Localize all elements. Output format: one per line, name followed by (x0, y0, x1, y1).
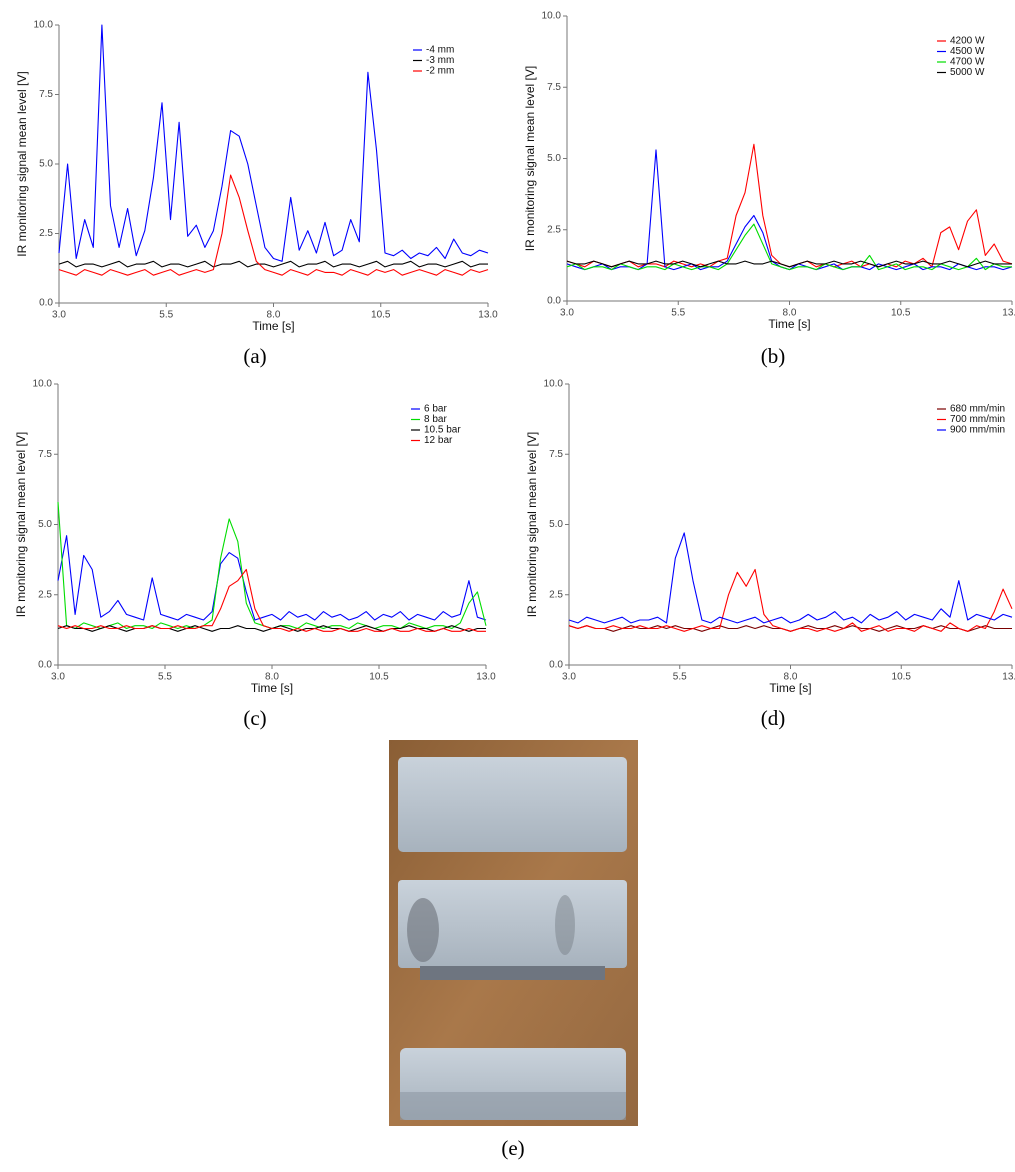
series-line (568, 532, 1013, 624)
legend-label: 680 mm/min (950, 404, 1005, 415)
y-tick-label: 0.0 (38, 660, 52, 671)
series-line (566, 143, 1013, 268)
y-tick-label: 10.0 (544, 379, 564, 390)
caption: (a) (243, 344, 266, 368)
series-line (57, 501, 487, 630)
legend-label: -3 mm (426, 55, 454, 66)
series-line (566, 149, 1013, 271)
x-tick-label: 10.5 (369, 672, 389, 683)
y-tick-label: 10.0 (34, 20, 54, 31)
x-tick-label: 5.5 (671, 308, 685, 319)
legend-label: 900 mm/min (950, 425, 1005, 436)
legend-label: 12 bar (424, 435, 453, 446)
x-tick-label: 3.0 (562, 672, 576, 683)
y-tick-label: 2.5 (38, 589, 52, 600)
y-axis-label: IR monitoring signal mean level [V] (523, 66, 537, 251)
x-tick-label: 13.0 (1002, 308, 1015, 319)
y-tick-label: 5.0 (549, 519, 563, 530)
sample-defect (407, 898, 439, 962)
y-axis-label: IR monitoring signal mean level [V] (14, 432, 28, 617)
sample-bottom-dross (400, 1092, 626, 1120)
legend-label: 6 bar (424, 404, 447, 415)
x-axis-label: Time [s] (768, 317, 810, 331)
y-tick-label: 7.5 (39, 89, 53, 100)
legend-label: 8 bar (424, 414, 447, 425)
caption: (d) (761, 706, 786, 730)
y-tick-label: 2.5 (39, 228, 53, 239)
series-line (568, 568, 1013, 632)
x-tick-label: 13.0 (478, 310, 498, 321)
x-tick-label: 8.0 (784, 672, 798, 683)
sample-top (398, 757, 627, 852)
legend-label: 10.5 bar (424, 425, 461, 436)
x-tick-label: 8.0 (267, 310, 281, 321)
y-tick-label: 10.0 (542, 11, 562, 22)
x-axis-label: Time [s] (769, 681, 811, 695)
y-tick-label: 2.5 (547, 224, 561, 235)
y-axis-label: IR monitoring signal mean level [V] (525, 432, 539, 617)
y-tick-label: 0.0 (39, 298, 53, 309)
series-line (58, 174, 489, 276)
x-tick-label: 10.5 (891, 308, 911, 319)
y-tick-label: 5.0 (547, 153, 561, 164)
x-tick-label: 13.0 (476, 672, 496, 683)
legend-label: 4500 W (950, 46, 985, 57)
y-tick-label: 7.5 (549, 449, 563, 460)
x-tick-label: 5.5 (158, 672, 172, 683)
y-tick-label: 5.0 (38, 519, 52, 530)
x-axis-label: Time [s] (251, 681, 293, 695)
series-line (58, 24, 489, 262)
series-line (57, 535, 487, 621)
caption: (c) (243, 706, 266, 730)
y-tick-label: 2.5 (549, 589, 563, 600)
legend-label: 4200 W (950, 36, 985, 47)
legend-label: 4700 W (950, 57, 985, 68)
y-axis-label: IR monitoring signal mean level [V] (15, 71, 29, 256)
legend-label: 700 mm/min (950, 414, 1005, 425)
sample-middle-edge (420, 966, 605, 980)
x-tick-label: 3.0 (51, 672, 65, 683)
legend-label: 5000 W (950, 67, 985, 78)
x-tick-label: 8.0 (265, 672, 279, 683)
x-tick-label: 5.5 (159, 310, 173, 321)
series-line (566, 223, 1012, 271)
x-axis-label: Time [s] (252, 319, 294, 333)
y-tick-label: 7.5 (547, 82, 561, 93)
series-line (58, 260, 488, 268)
caption: (b) (761, 344, 786, 368)
y-tick-label: 0.0 (549, 660, 563, 671)
legend-label: -4 mm (426, 45, 454, 56)
sample-defect (555, 895, 575, 955)
photo (389, 740, 638, 1126)
y-tick-label: 5.0 (39, 159, 53, 170)
legend-label: -2 mm (426, 66, 454, 77)
x-tick-label: 13.0 (1002, 672, 1015, 683)
y-tick-label: 10.0 (33, 379, 53, 390)
x-tick-label: 8.0 (783, 308, 797, 319)
caption: (e) (501, 1136, 524, 1160)
x-tick-label: 10.5 (892, 672, 912, 683)
x-tick-label: 10.5 (371, 310, 391, 321)
y-tick-label: 7.5 (38, 449, 52, 460)
series-line (57, 568, 486, 632)
y-tick-label: 0.0 (547, 296, 561, 307)
series-line (566, 260, 1012, 268)
x-tick-label: 3.0 (560, 308, 574, 319)
x-tick-label: 3.0 (52, 310, 66, 321)
x-tick-label: 5.5 (673, 672, 687, 683)
